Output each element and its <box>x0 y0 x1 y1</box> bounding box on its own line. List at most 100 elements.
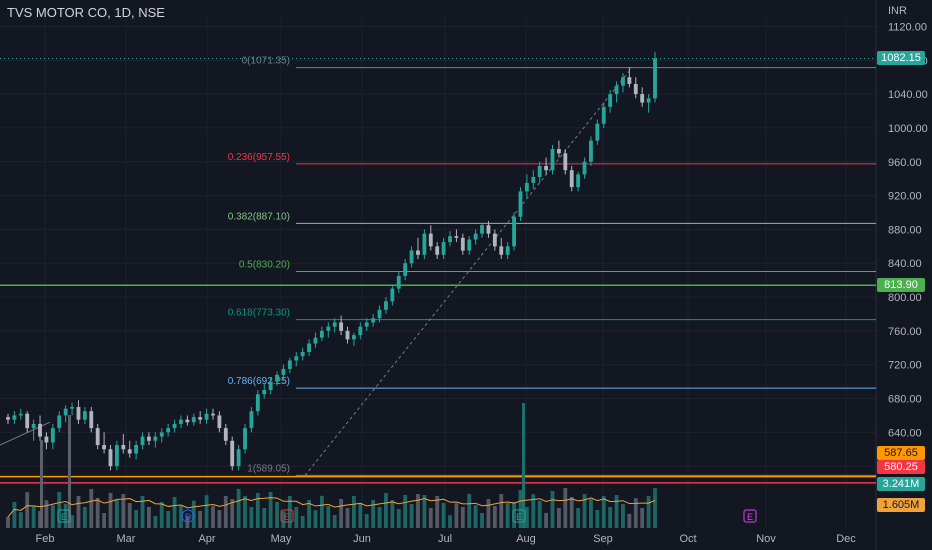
volume-bar <box>422 495 427 528</box>
candle-body <box>159 432 164 437</box>
y-tick-label: 920.00 <box>888 191 922 203</box>
x-tick-label: Apr <box>198 533 215 545</box>
candle-body <box>313 337 318 344</box>
volume-bar <box>486 499 491 528</box>
chart-title: TVS MOTOR CO, 1D, NSE <box>7 5 165 20</box>
x-tick-label: Sep <box>593 533 613 545</box>
candle-body <box>275 374 279 382</box>
volume-bar <box>255 493 260 528</box>
y-tick-label: 720.00 <box>888 360 922 372</box>
volume-bar <box>428 508 433 528</box>
volume-bar <box>345 508 350 528</box>
candle-body <box>127 449 132 454</box>
candle-body <box>191 417 196 423</box>
candle-body <box>390 288 395 302</box>
candle-body <box>236 449 241 467</box>
volume-bar <box>108 493 113 528</box>
candle-body <box>499 246 504 255</box>
candle-body <box>268 381 273 391</box>
candle-body <box>70 406 74 409</box>
y-tick-label: 960.00 <box>888 157 922 169</box>
volume-bar <box>300 516 305 528</box>
volume-bar <box>114 500 119 528</box>
volume-bar <box>211 506 215 528</box>
y-tick-label: 640.00 <box>888 427 922 439</box>
candle-body <box>601 106 606 124</box>
y-tick-label: 1040.00 <box>888 89 928 101</box>
volume-bar <box>409 504 414 528</box>
volume-bar <box>364 514 369 528</box>
candle-body <box>614 85 619 95</box>
volume-bar <box>601 496 606 528</box>
candle-body <box>89 411 94 429</box>
volume-bar <box>102 513 107 528</box>
candle-body <box>262 390 267 395</box>
fib-level-label: 0.382(887.10) <box>228 211 290 222</box>
candle-body <box>134 445 139 454</box>
candle-body <box>435 246 440 255</box>
candle-body <box>44 436 49 443</box>
candle-body <box>319 330 324 338</box>
candle-body <box>403 263 408 276</box>
volume-bar <box>582 494 587 528</box>
volume-bar <box>294 507 299 528</box>
volume-bar <box>454 503 459 528</box>
candle-body <box>82 411 87 420</box>
volume-bar <box>40 440 43 528</box>
fib-level-label: 0.618(773.30) <box>228 308 290 319</box>
volume-bar <box>358 503 363 528</box>
volume-bar <box>351 496 356 528</box>
candle-body <box>287 360 292 369</box>
candle-body <box>396 275 401 289</box>
volume-bar <box>396 509 401 528</box>
price-badge: 587.65 <box>877 446 925 460</box>
candle-body <box>492 233 497 247</box>
volume-bar <box>6 516 10 528</box>
price-badge: 1082.15 <box>877 51 925 66</box>
candle-body <box>416 250 420 255</box>
candle-body <box>204 413 209 420</box>
price-badge: 813.90 <box>877 278 925 293</box>
candle-body <box>38 423 42 437</box>
x-tick-label: Nov <box>756 533 776 545</box>
candle-body <box>166 428 171 433</box>
candle-body <box>364 322 369 327</box>
volume-bar <box>416 494 420 528</box>
volume-bar <box>627 513 632 528</box>
candle-body <box>345 330 350 340</box>
volume-bar <box>44 500 49 528</box>
candle-body <box>351 335 356 340</box>
candle-body <box>211 413 215 416</box>
y-tick-label: 1000.00 <box>888 123 928 135</box>
dividend-marker-icon <box>181 509 195 523</box>
volume-bar <box>390 500 395 528</box>
volume-badge: 3.241M <box>877 477 925 491</box>
volume-bar <box>537 500 542 528</box>
volume-bar <box>505 503 510 528</box>
y-tick-label: 800.00 <box>888 292 922 304</box>
candle-body <box>646 98 651 103</box>
candle-body <box>633 83 638 95</box>
y-tick-label: 680.00 <box>888 394 922 406</box>
volume-bar <box>31 506 36 528</box>
candle-body <box>621 77 625 86</box>
volume-bar <box>70 515 74 528</box>
x-tick-label: Oct <box>679 533 696 545</box>
candle-body <box>326 326 331 331</box>
fib-level-label: 1(589.05) <box>247 463 290 474</box>
volume-bar <box>522 403 525 528</box>
volume-bar <box>467 493 472 528</box>
candle-body <box>6 417 10 420</box>
volume-bar <box>275 501 279 528</box>
volume-bar <box>460 507 465 528</box>
volume-bar <box>332 515 337 528</box>
volume-bar <box>524 507 529 528</box>
volume-bar <box>89 489 94 528</box>
candle-body <box>140 436 145 446</box>
volume-bar <box>236 489 241 528</box>
candle-body <box>50 428 55 443</box>
volume-bar <box>153 516 158 528</box>
candle-body <box>454 236 459 238</box>
candle-body <box>460 237 465 251</box>
